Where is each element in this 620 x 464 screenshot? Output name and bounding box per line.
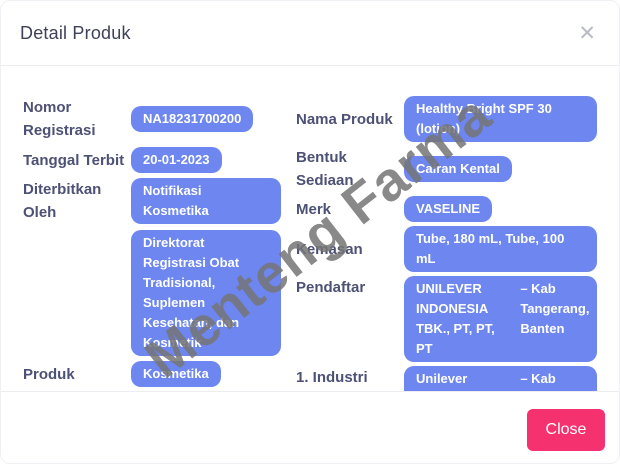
pendaftar-location: – Kab Tangerang, Banten (520, 281, 590, 336)
modal-body: Nomor Registrasi NA18231700200 Tanggal T… (1, 66, 619, 436)
row-pendaftar: Pendaftar UNILEVER INDONESIA TBK., PT, P… (296, 276, 597, 362)
row-nomor-registrasi: Nomor Registrasi NA18231700200 (23, 96, 281, 142)
row-diterbitkan-oleh: Diterbitkan Oleh Notifikasi Kosmetika Di… (23, 178, 281, 356)
value-badge-produk: Kosmetika (131, 361, 221, 387)
left-column: Nomor Registrasi NA18231700200 Tanggal T… (23, 96, 281, 436)
field-label-tanggal-terbit: Tanggal Terbit (23, 151, 125, 169)
row-kemasan: Kemasan Tube, 180 mL, Tube, 100 mL (296, 226, 597, 272)
pendaftar-company: UNILEVER INDONESIA TBK., PT, PT, PT (416, 281, 495, 356)
row-bentuk-sediaan: Bentuk Sediaan Cairan Kental (296, 146, 597, 192)
value-badge-kemasan: Tube, 180 mL, Tube, 100 mL (404, 226, 597, 272)
value-badge-bentuk-sediaan: Cairan Kental (404, 156, 512, 182)
modal-title: Detail Produk (20, 22, 131, 43)
row-nama-produk: Nama Produk Healthy Bright SPF 30 (lotio… (296, 96, 597, 142)
modal-footer: Close (1, 391, 619, 463)
value-badge-notifikasi: Notifikasi Kosmetika (131, 178, 281, 224)
field-label-produk: Produk (23, 365, 75, 383)
field-label-nomor-registrasi: Nomor Registrasi (23, 99, 96, 139)
row-merk: Merk VASELINE (296, 196, 597, 222)
value-badge-nomor-registrasi: NA18231700200 (131, 106, 254, 132)
value-badge-merk: VASELINE (404, 196, 493, 222)
field-label-bentuk-sediaan: Bentuk Sediaan (296, 149, 354, 189)
value-badge-direktorat: Direktorat Registrasi Obat Tradisional, … (131, 230, 281, 356)
row-produk: Produk Kosmetika (23, 361, 281, 387)
modal-header: Detail Produk ✕ (1, 1, 619, 66)
row-tanggal-terbit: Tanggal Terbit 20-01-2023 (23, 147, 281, 173)
field-label-pendaftar: Pendaftar (296, 279, 366, 296)
field-label-diterbitkan-oleh: Diterbitkan Oleh (23, 181, 102, 221)
close-button[interactable]: Close (527, 409, 605, 451)
right-column: Nama Produk Healthy Bright SPF 30 (lotio… (296, 96, 597, 436)
close-icon[interactable]: ✕ (578, 21, 596, 45)
field-label-nama-produk: Nama Produk (296, 110, 393, 128)
value-badge-pendaftar: UNILEVER INDONESIA TBK., PT, PT, PT – Ka… (404, 276, 597, 362)
field-label-kemasan: Kemasan (296, 240, 363, 258)
value-badge-nama-produk: Healthy Bright SPF 30 (lotion) (404, 96, 597, 142)
field-label-merk: Merk (296, 200, 332, 218)
value-badge-tanggal-terbit: 20-01-2023 (131, 147, 222, 173)
